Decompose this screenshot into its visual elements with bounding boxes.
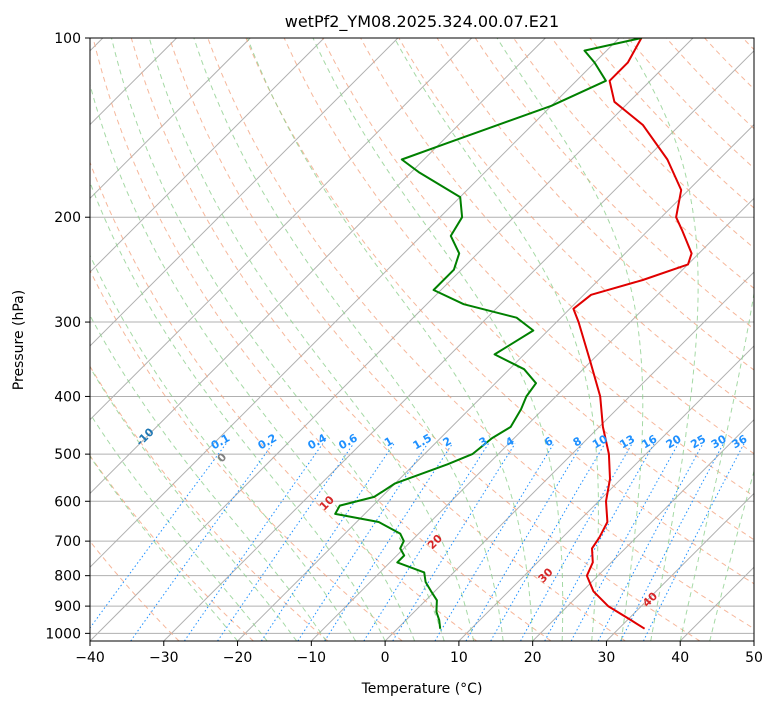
- y-tick-label: 600: [54, 494, 81, 510]
- background-lines: [90, 38, 754, 641]
- dewpoint-profile: [334, 38, 642, 629]
- moist-adiabat: [90, 455, 238, 641]
- mixing-ratio-line: [217, 443, 355, 641]
- y-tick-label: 700: [54, 534, 81, 550]
- x-tick-label: 0: [381, 650, 390, 666]
- moist-adiabat: [90, 254, 357, 641]
- dry-adiabat: [90, 365, 329, 641]
- mixing-ratio-line: [434, 443, 555, 641]
- moist-adiabat: [393, 38, 599, 641]
- x-tick-label: 40: [671, 650, 689, 666]
- moist-adiabat: [90, 181, 386, 641]
- moist-adiabat: [90, 82, 416, 641]
- isotherm-line: [237, 123, 754, 641]
- moist-adiabat: [312, 38, 564, 641]
- moist-adiabat: [623, 38, 699, 641]
- x-tick-label: 10: [450, 650, 468, 666]
- dry-adiabat: [169, 38, 701, 641]
- x-tick-label: −20: [223, 650, 253, 666]
- data-lines: [334, 38, 693, 630]
- mixing-ratio-line: [90, 443, 227, 629]
- x-tick-label: 50: [745, 650, 763, 666]
- mixing-ratio-line: [260, 443, 395, 641]
- dry-adiabat: [474, 38, 754, 330]
- mixing-ratio-line: [570, 443, 679, 641]
- y-tick-label: 300: [54, 315, 81, 331]
- x-axis-label: Temperature (°C): [361, 681, 483, 697]
- isotherm-line: [606, 492, 754, 641]
- dry-adiabat: [321, 38, 754, 497]
- dry-adiabat: [90, 540, 180, 641]
- chart-title: wetPf2_YM08.2025.324.00.07.E21: [285, 12, 559, 32]
- isotherm-line: [90, 38, 694, 641]
- dry-adiabat: [513, 38, 754, 289]
- x-tick-label: −30: [149, 650, 179, 666]
- isotherm-line: [90, 38, 546, 495]
- y-tick-label: 400: [54, 389, 81, 405]
- mixing-ratio-line: [490, 443, 606, 641]
- mixing-ratio-line: [324, 443, 453, 641]
- y-tick-label: 800: [54, 569, 81, 585]
- y-tick-label: 200: [54, 210, 81, 226]
- mixing-ratio-line: [183, 443, 324, 641]
- mixing-ratio-line: [465, 443, 583, 641]
- mixing-ratio-line: [597, 443, 704, 641]
- dry-adiabat: [207, 38, 754, 630]
- dry-adiabat: [92, 38, 552, 641]
- x-tick-label: 30: [598, 650, 616, 666]
- moist-adiabat: [247, 38, 534, 641]
- plot-frame: [89, 37, 755, 642]
- dry-adiabat: [283, 38, 754, 541]
- dry-adiabat: [90, 269, 403, 641]
- x-tick-label: 20: [524, 650, 542, 666]
- x-axis: −40 −30 −20 −10 0 10 20 30 40 50: [75, 641, 763, 666]
- dry-adiabat: [90, 161, 477, 641]
- moist-adiabat: [111, 38, 445, 641]
- dry-adiabat: [360, 38, 754, 455]
- y-tick-label: 100: [54, 31, 81, 47]
- mixing-ratio-line: [392, 443, 516, 641]
- moist-adiabat: [496, 38, 644, 641]
- isotherm-line: [90, 38, 399, 347]
- moist-adiabat: [90, 412, 268, 641]
- dry-adiabat: [90, 454, 254, 641]
- y-tick-label: 500: [54, 447, 81, 463]
- dry-adiabat: [245, 38, 754, 585]
- moist-adiabat: [90, 366, 298, 641]
- isotherm-line: [90, 38, 620, 568]
- isotherm-line: [163, 50, 754, 641]
- isotherm-line: [458, 345, 754, 641]
- isotherm-line: [532, 418, 754, 641]
- y-axis: 100 200 300 400 500 600 700 800 900 1000: [45, 31, 90, 642]
- mixing-ratio-line: [363, 443, 489, 641]
- y-tick-label: 1000: [45, 626, 81, 642]
- isotherm-line: [90, 38, 251, 200]
- mixing-ratio-line: [297, 443, 429, 641]
- isotherm-line: [384, 271, 754, 641]
- isotherm-line: [90, 38, 325, 273]
- temperature-profile: [572, 38, 693, 630]
- x-tick-label: −10: [297, 650, 327, 666]
- y-axis-label: Pressure (hPa): [11, 290, 27, 390]
- y-tick-label: 900: [54, 599, 81, 615]
- isotherm-line: [310, 197, 754, 641]
- x-tick-label: −40: [75, 650, 105, 666]
